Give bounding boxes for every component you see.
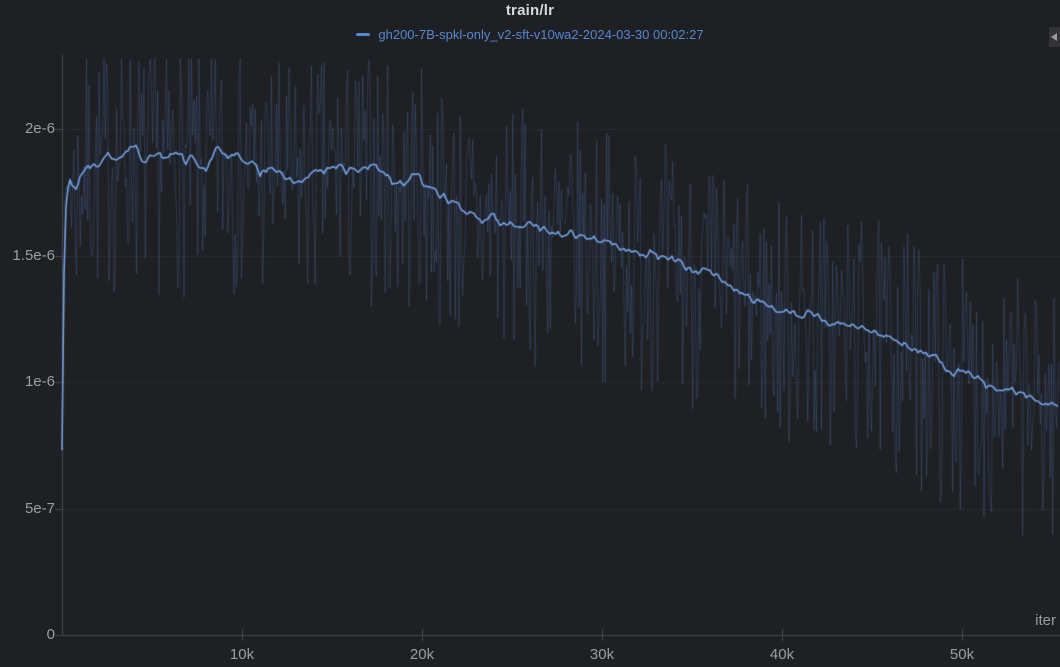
chart-title: train/lr	[505, 2, 555, 19]
collapse-panel-button[interactable]	[1049, 27, 1060, 47]
x-axis-unit-label: iter	[1035, 612, 1056, 629]
legend-line-marker-icon	[356, 33, 371, 36]
legend-run-item[interactable]: gh200-7B-spkl-only_v2-sft-v10wa2-2024-03…	[0, 27, 1060, 42]
chevron-left-icon	[1051, 33, 1057, 41]
legend-run-name: gh200-7B-spkl-only_v2-sft-v10wa2-2024-03…	[378, 27, 704, 42]
